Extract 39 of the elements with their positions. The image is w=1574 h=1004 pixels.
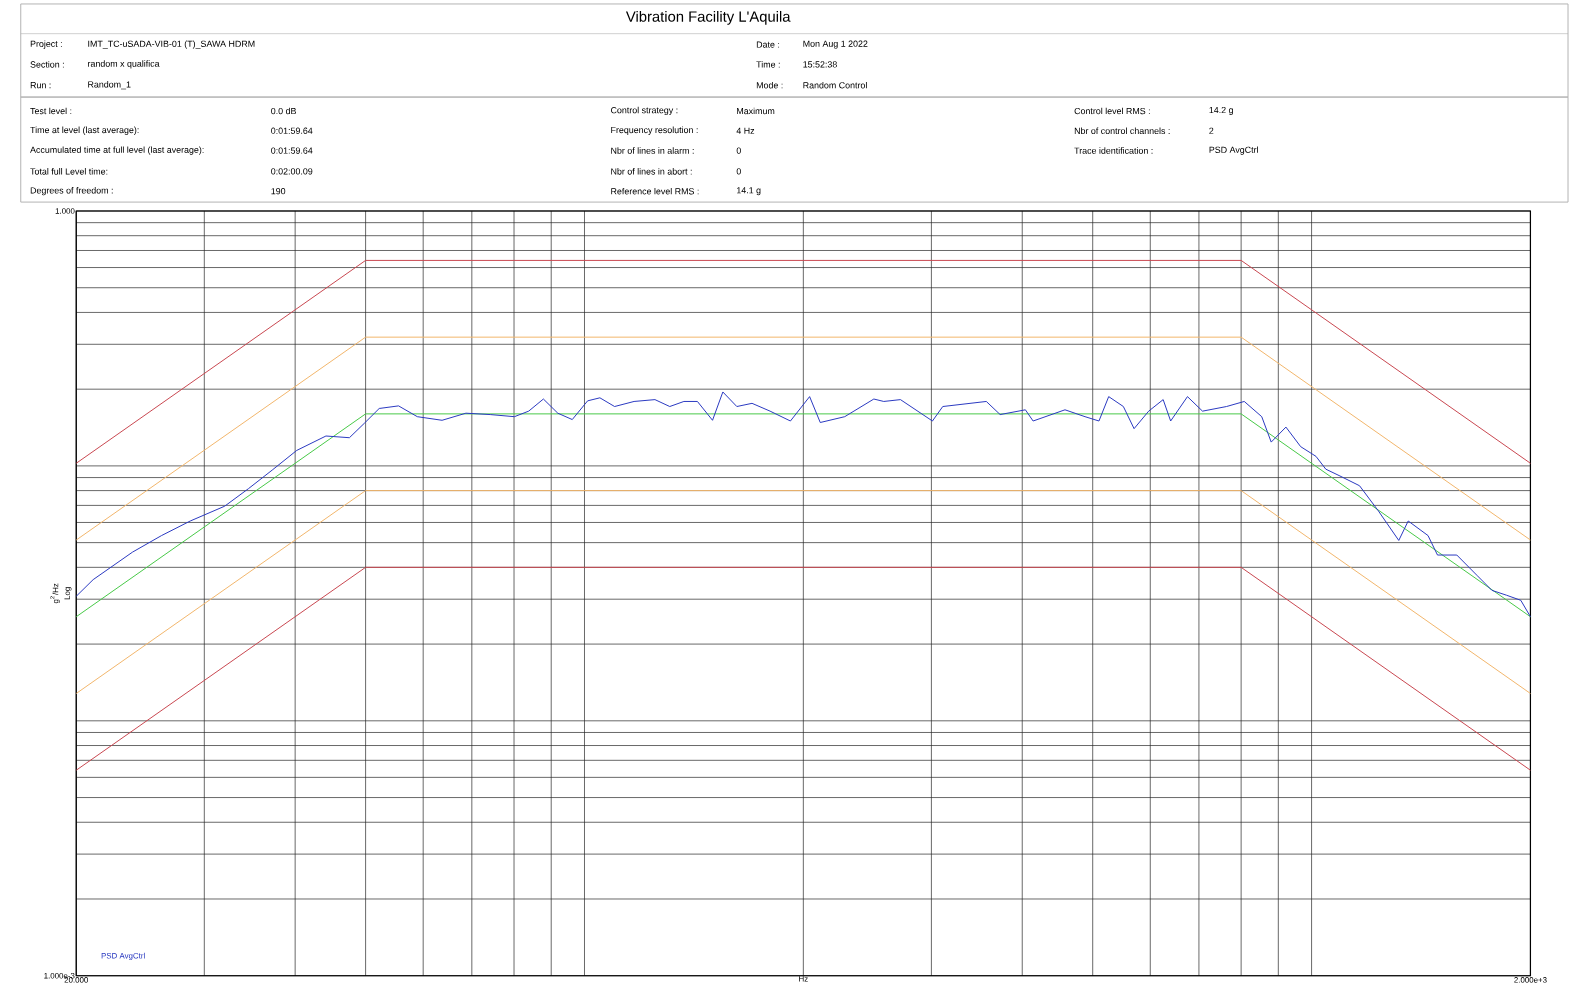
text: Time at level (last average):	[30, 126, 139, 135]
text: 14.1 g	[737, 187, 761, 195]
text: Run :	[30, 81, 51, 89]
text: Date :	[756, 41, 780, 48]
text: Project :	[30, 40, 62, 49]
text: 0	[736, 168, 741, 175]
text: PSD AvgCtrl	[1209, 146, 1258, 155]
text: Random Control	[803, 81, 867, 89]
text: Nbr of control channels :	[1074, 127, 1170, 134]
text: Trace identification :	[1074, 147, 1153, 154]
text: Nbr of lines in abort :	[611, 167, 692, 175]
text: 0.0 dB	[271, 107, 296, 114]
text: Section :	[30, 60, 64, 68]
text: Control level RMS :	[1074, 107, 1150, 114]
text: Control strategy :	[611, 106, 678, 115]
text: 0	[736, 147, 741, 154]
text: 15:52:38	[803, 61, 837, 68]
text: Total full Level time:	[30, 167, 108, 175]
text: random x qualifica	[88, 60, 160, 69]
chart-title: Vibration Facility L'Aquila	[625, 10, 791, 25]
text: Random_1	[88, 80, 131, 90]
text: 2	[1209, 127, 1214, 134]
text: Mode :	[756, 81, 783, 89]
text: 0:02:00.09	[271, 168, 313, 175]
text: 0:01:59.64	[271, 147, 313, 154]
text: Nbr of lines in alarm :	[611, 147, 694, 154]
text: Time :	[756, 60, 780, 68]
text: Accumulated time at full level (last average):	[30, 146, 204, 155]
text: IMT_TC-uSADA-VIB-01 (T)_SAWA HDRM	[88, 40, 255, 49]
text: Maximum	[737, 107, 775, 114]
text: 14.2 g	[1209, 106, 1233, 115]
text: Mon Aug 1 2022	[803, 40, 868, 49]
text: 0:01:59.64	[271, 127, 313, 134]
text: Degrees of freedom :	[30, 186, 113, 196]
text: 190	[271, 187, 286, 195]
text: Reference level RMS :	[611, 187, 699, 195]
text: Frequency resolution :	[611, 126, 698, 135]
text: Test level :	[30, 107, 72, 114]
text: 4 Hz	[736, 127, 755, 134]
